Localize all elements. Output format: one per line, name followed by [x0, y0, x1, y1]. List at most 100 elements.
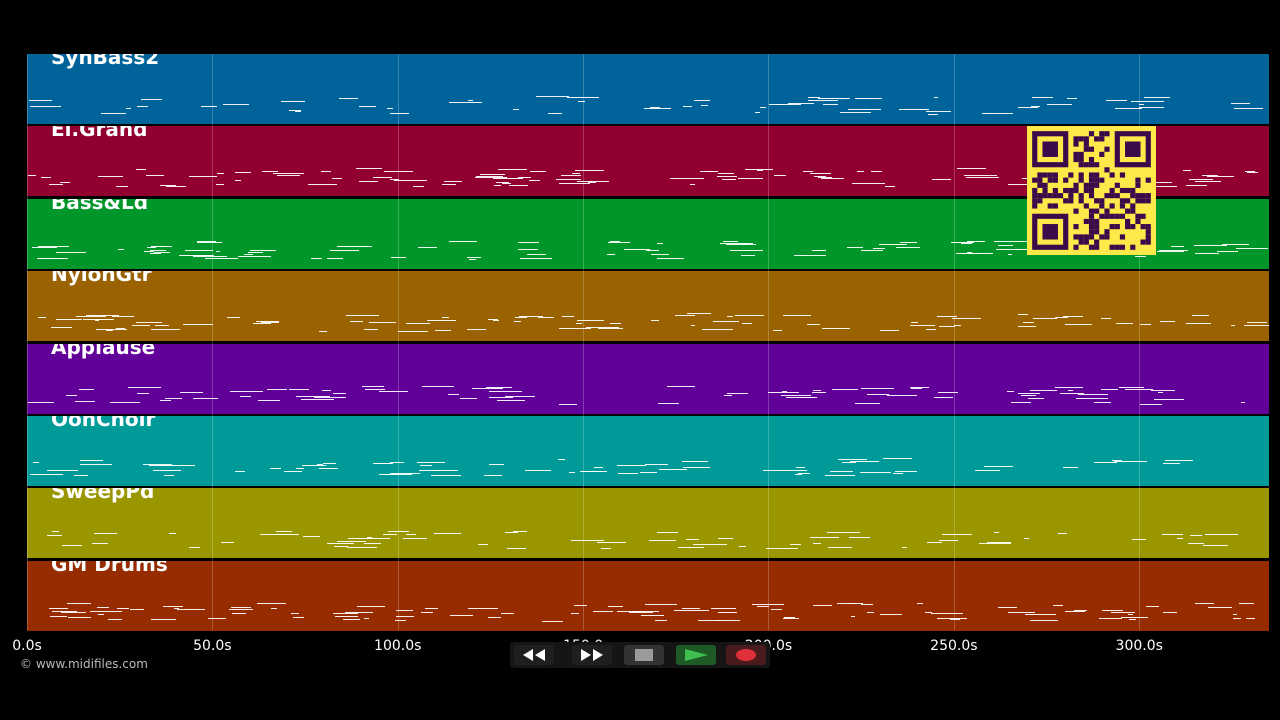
note-mark [575, 322, 583, 324]
note-mark [313, 397, 345, 399]
note-mark [757, 606, 769, 608]
note-mark [497, 169, 528, 171]
note-mark [1139, 323, 1151, 325]
note-mark [1195, 181, 1222, 183]
note-mark [996, 248, 1020, 250]
note-mark [51, 326, 73, 328]
note-mark [292, 616, 305, 618]
note-mark [899, 109, 929, 111]
track-name: OohChoir [51, 416, 156, 431]
note-mark [131, 325, 150, 327]
note-mark [781, 395, 811, 397]
note-mark [319, 467, 339, 469]
note-mark [727, 392, 748, 394]
note-mark [447, 393, 460, 395]
note-mark [1191, 315, 1209, 317]
note-mark [322, 389, 331, 391]
note-mark [1153, 398, 1185, 400]
note-mark [751, 604, 784, 606]
note-mark [667, 385, 695, 387]
note-mark [710, 607, 737, 609]
note-mark [983, 466, 1014, 468]
note-mark [577, 181, 610, 183]
note-mark [184, 250, 213, 252]
note-mark [1021, 394, 1037, 396]
note-mark [38, 316, 47, 318]
fast-forward-button[interactable] [572, 645, 612, 665]
note-mark [787, 102, 814, 104]
note-mark [179, 255, 212, 257]
note-mark [230, 606, 251, 608]
note-mark [489, 390, 522, 392]
note-mark [852, 183, 886, 185]
note-mark [896, 246, 920, 248]
note-mark [893, 472, 904, 474]
note-mark [336, 541, 366, 543]
note-mark [382, 533, 397, 535]
note-mark [334, 545, 349, 547]
note-mark [79, 389, 95, 391]
note-mark [1025, 613, 1057, 615]
note-mark [379, 391, 409, 393]
note-mark [159, 400, 172, 402]
note-mark [467, 257, 482, 259]
note-mark [617, 473, 638, 475]
note-mark [798, 472, 811, 474]
note-mark [1076, 397, 1108, 399]
note-mark [142, 464, 172, 466]
note-mark [808, 96, 821, 98]
note-mark [295, 468, 304, 470]
note-mark [899, 242, 917, 244]
rewind-button[interactable] [514, 645, 554, 665]
note-mark [724, 395, 733, 396]
note-mark [442, 183, 456, 185]
note-mark [394, 620, 407, 622]
note-mark [358, 181, 378, 183]
note-mark [180, 254, 214, 256]
note-mark [1140, 403, 1162, 405]
note-mark [917, 602, 923, 604]
note-mark [48, 183, 64, 185]
note-mark [963, 175, 998, 177]
record-button[interactable] [726, 645, 766, 665]
note-mark [327, 258, 343, 260]
note-mark [535, 96, 569, 98]
note-mark [1163, 611, 1178, 613]
note-mark [813, 390, 822, 392]
note-mark [1100, 317, 1111, 319]
note-mark [434, 469, 459, 471]
note-mark [192, 255, 227, 257]
note-mark [338, 245, 373, 247]
note-mark [994, 240, 1027, 242]
note-mark [738, 545, 746, 547]
note-mark [55, 252, 86, 254]
note-mark [538, 316, 554, 318]
play-button[interactable] [676, 645, 716, 665]
note-mark [338, 98, 358, 100]
note-mark [356, 538, 391, 540]
note-mark [1240, 401, 1246, 403]
time-tick-label: 100.0s [374, 638, 422, 654]
note-mark [866, 611, 874, 613]
note-mark [910, 388, 923, 390]
note-mark [938, 326, 955, 328]
note-mark [492, 177, 523, 179]
stop-button[interactable] [624, 645, 664, 665]
note-mark [301, 465, 326, 467]
note-mark [517, 176, 532, 178]
note-mark [333, 612, 358, 614]
note-mark [1105, 100, 1128, 102]
track-lane: SynBass2 [27, 54, 1269, 124]
note-mark [47, 534, 62, 536]
note-mark [848, 536, 871, 538]
note-mark [1245, 171, 1255, 173]
note-mark [421, 612, 434, 614]
note-mark [765, 547, 799, 549]
note-mark [294, 110, 301, 112]
note-mark [1163, 462, 1180, 464]
note-mark [30, 474, 64, 476]
note-mark [933, 96, 938, 98]
note-mark [742, 322, 752, 324]
note-mark [326, 542, 354, 544]
note-mark [1238, 603, 1255, 605]
